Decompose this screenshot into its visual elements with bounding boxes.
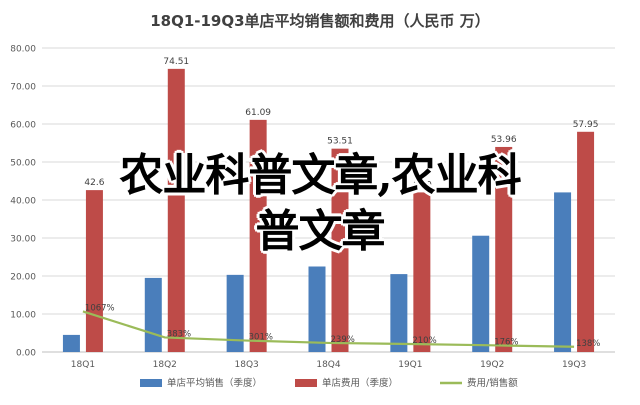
legend-label: 单店平均销售（季度） <box>167 377 262 389</box>
x-tick-label: 19Q2 <box>480 360 504 370</box>
legend-label: 费用/销售额 <box>467 377 518 389</box>
y-tick-label: 30.00 <box>10 235 36 245</box>
bar-cost <box>249 119 267 352</box>
bar-sales <box>472 235 490 352</box>
bar-data-label: 42.6 <box>84 178 104 188</box>
ratio-data-label: 138% <box>576 339 600 349</box>
bar-sales <box>390 274 408 352</box>
bar-cost <box>85 190 103 352</box>
bar-cost <box>577 131 595 352</box>
bar-sales <box>554 192 572 352</box>
x-tick-label: 18Q3 <box>235 360 259 370</box>
bar-data-label: 61.09 <box>245 108 271 118</box>
y-tick-label: 10.00 <box>10 311 36 321</box>
overlay-line-1: 农业科普文章,农业科 <box>119 150 521 201</box>
ratio-data-label: 383% <box>167 329 191 339</box>
bar-cost <box>413 192 431 352</box>
bar-data-label: 57.95 <box>573 120 599 130</box>
ratio-data-label: 301% <box>249 333 273 343</box>
bar-data-label: 53.96 <box>491 135 517 145</box>
chart-title: 18Q1-19Q3单店平均销售额和费用（人民币 万） <box>150 12 490 30</box>
x-tick-label: 18Q2 <box>153 360 177 370</box>
bar-data-label: 53.51 <box>327 137 353 147</box>
y-tick-label: 50.00 <box>10 159 36 169</box>
x-tick-label: 18Q1 <box>71 360 95 370</box>
y-tick-label: 40.00 <box>10 197 36 207</box>
overlay-line-2: 普文章 <box>255 206 386 257</box>
ratio-line <box>82 310 575 348</box>
overlay-text: 农业科普文章,农业科 普文章 <box>0 148 640 260</box>
y-tick-label: 0.00 <box>16 349 36 359</box>
legend-swatch <box>295 379 317 387</box>
bar-data-label: 74.51 <box>163 57 189 67</box>
bar-sales <box>226 274 244 352</box>
bar-cost <box>331 148 349 352</box>
y-tick-label: 70.00 <box>10 83 36 93</box>
x-tick-label: 18Q4 <box>316 360 341 370</box>
legend-label: 单店费用（季度） <box>322 377 398 389</box>
x-tick-label: 19Q3 <box>562 360 586 370</box>
y-tick-label: 60.00 <box>10 121 36 131</box>
legend-swatch <box>140 379 162 387</box>
ratio-data-label: 1067% <box>85 303 115 313</box>
y-tick-label: 80.00 <box>10 45 36 55</box>
ratio-data-label: 176% <box>494 337 518 347</box>
bar-sales <box>308 266 326 352</box>
bar-cost <box>167 68 185 352</box>
bar-sales <box>144 277 162 352</box>
bar-data-label: 42.0 <box>412 180 432 190</box>
y-tick-label: 20.00 <box>10 273 36 283</box>
bar-sales <box>62 334 80 352</box>
ratio-data-label: 239% <box>331 335 355 345</box>
x-tick-label: 19Q1 <box>398 360 422 370</box>
bar-cost <box>495 146 513 352</box>
ratio-data-label: 210% <box>412 336 436 346</box>
